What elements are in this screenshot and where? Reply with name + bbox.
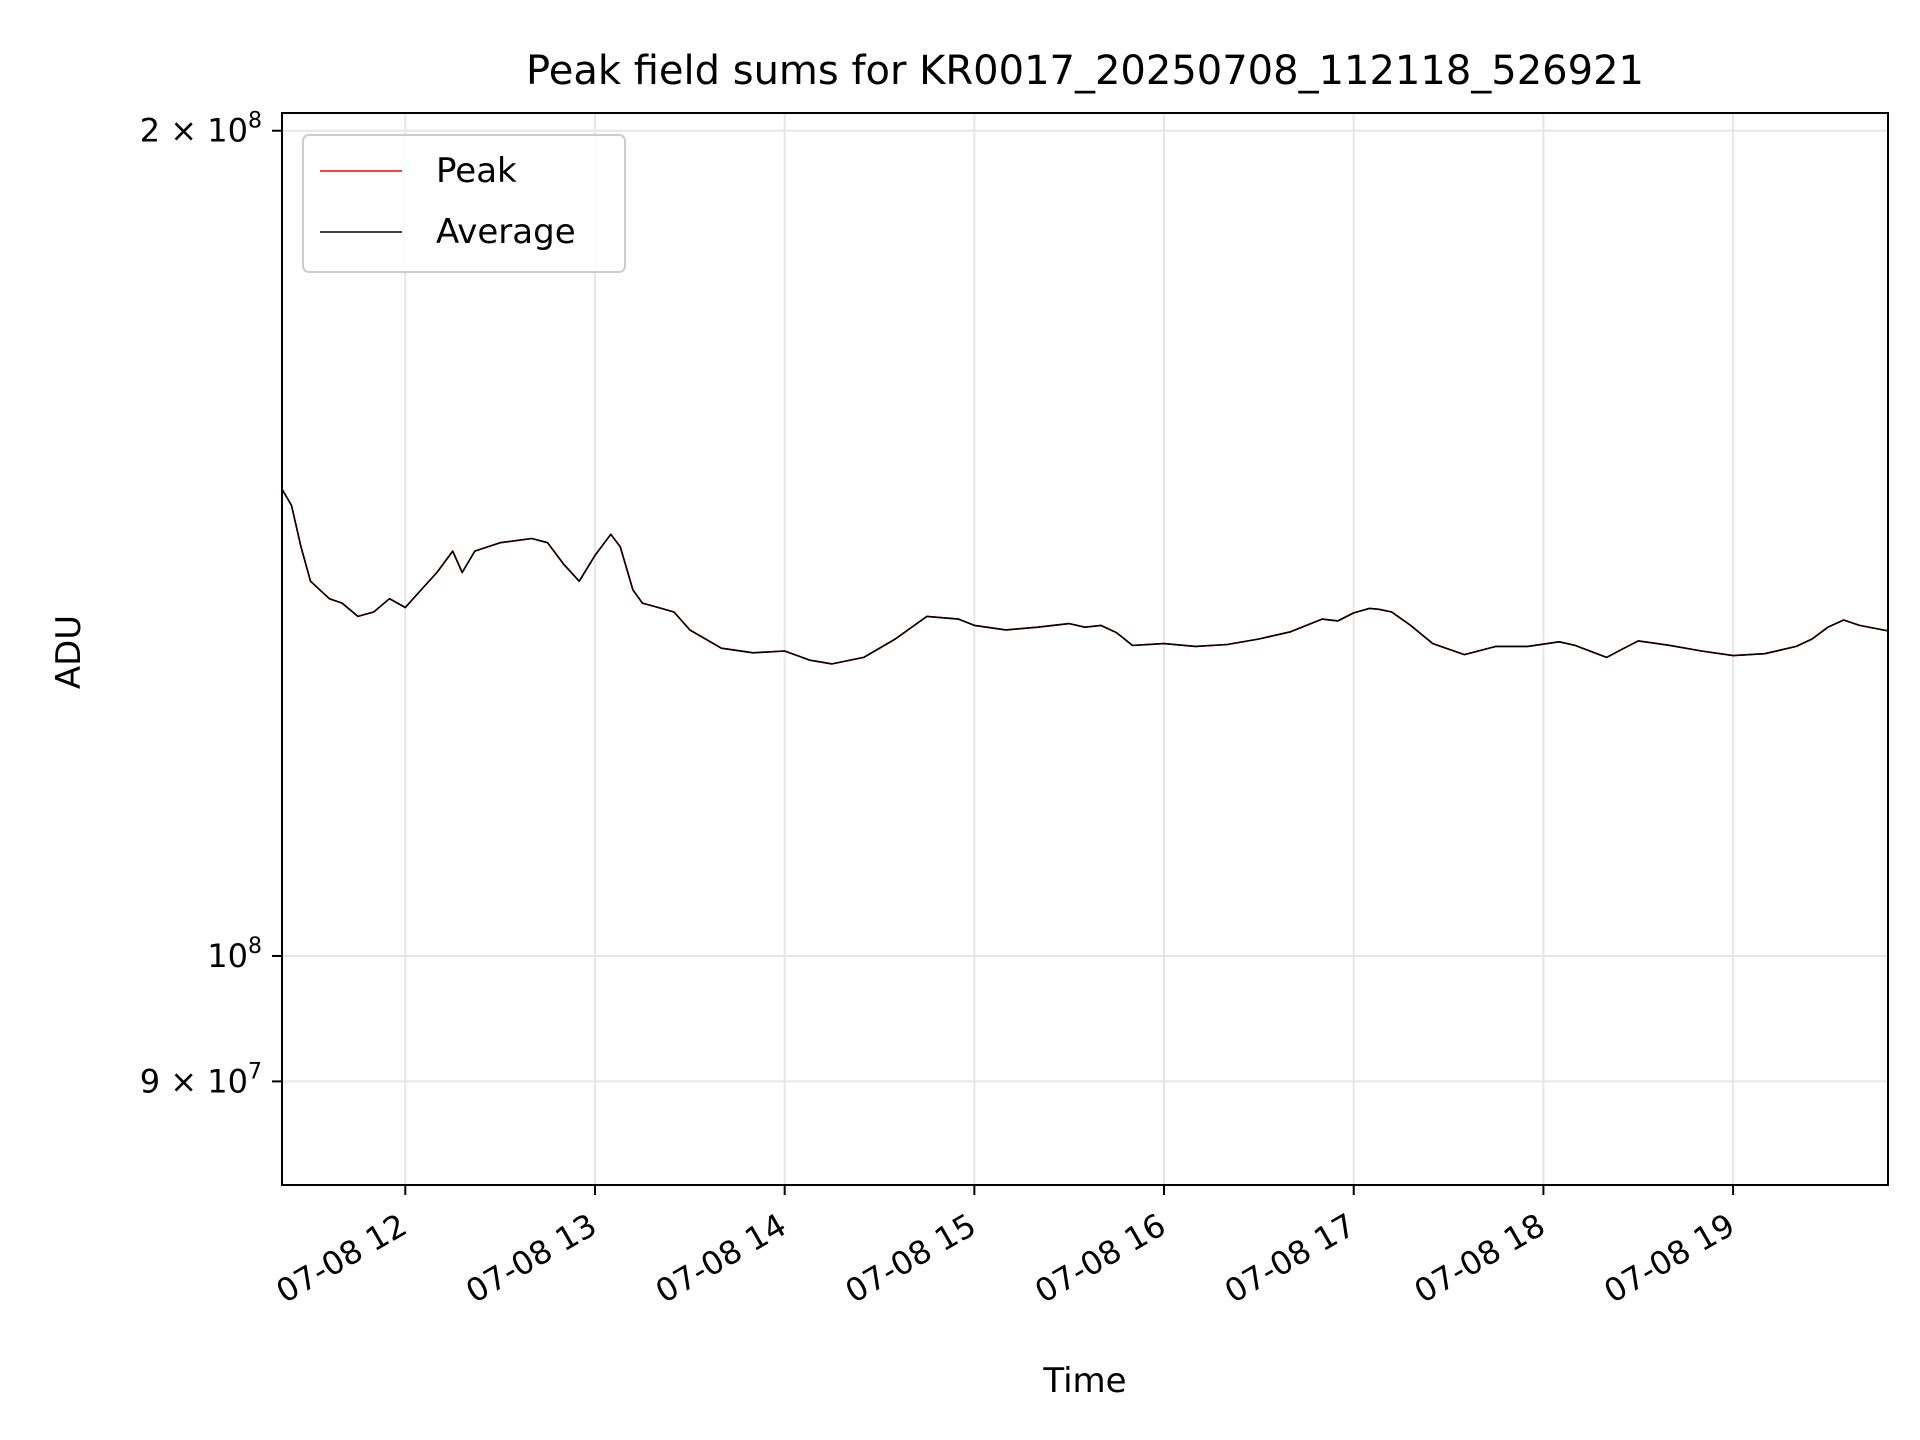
legend-box — [302, 134, 626, 273]
chart-title: Peak field sums for KR0017_20250708_1121… — [526, 48, 1644, 94]
x-axis-label: Time — [1042, 1361, 1126, 1401]
y-axis-label: ADU — [49, 615, 89, 689]
series-lines — [281, 488, 1889, 665]
series-line-average — [281, 488, 1889, 665]
legend-label-peak: Peak — [436, 151, 517, 191]
grid — [282, 113, 1888, 1185]
plot-frame — [281, 112, 1889, 1186]
legend-label-average: Average — [436, 212, 576, 252]
legend: Peak Average — [302, 134, 626, 273]
y-axis-ticks: 2 × 108 108 9 × 107 — [140, 109, 282, 1100]
y-tick-label: 108 — [207, 934, 262, 975]
y-tick-label: 9 × 107 — [140, 1059, 262, 1100]
y-tick-label: 2 × 108 — [140, 109, 262, 150]
